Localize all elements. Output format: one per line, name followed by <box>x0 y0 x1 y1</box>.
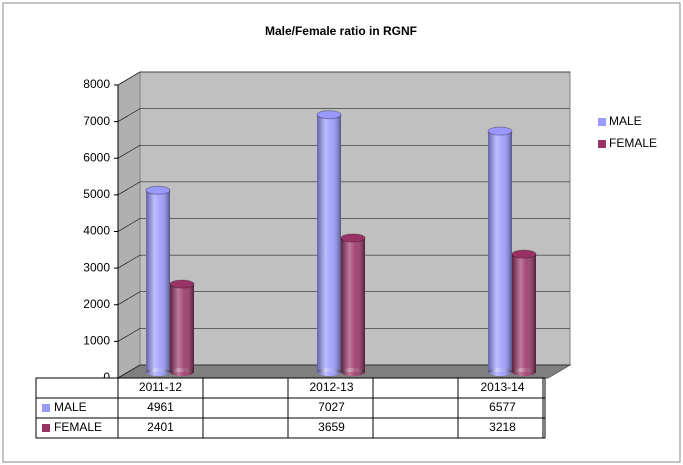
bar-base-shade <box>341 368 365 376</box>
table-value: 6577 <box>489 400 516 414</box>
y-tick-label: 8000 <box>83 77 110 91</box>
bar-base-shade <box>317 368 341 376</box>
table-row-label: MALE <box>54 400 87 414</box>
grid-line <box>117 181 570 196</box>
table-legend-key <box>42 404 50 412</box>
bar-base-shade <box>170 368 194 376</box>
grid-line <box>117 144 570 159</box>
bar-top <box>340 233 366 243</box>
legend-key <box>598 140 606 148</box>
table-legend-key <box>42 424 50 432</box>
table-value: 4961 <box>147 400 174 414</box>
table-row-label: FEMALE <box>54 420 102 434</box>
x-tick-label: 2013-14 <box>480 380 524 394</box>
x-tick-label: 2011-12 <box>139 380 182 394</box>
y-tick-label: 6000 <box>83 150 110 164</box>
data-table <box>35 377 546 439</box>
grid-line <box>117 254 570 269</box>
chart-title: Male/Female ratio in RGNF <box>265 24 417 38</box>
legend-key <box>598 118 606 126</box>
bar-shade <box>512 254 536 372</box>
table-value: 3659 <box>318 420 345 434</box>
table-value: 3218 <box>489 420 516 434</box>
x-tick-label: 2012-13 <box>309 380 353 394</box>
grid-line <box>117 71 570 86</box>
y-tick-label: 0 <box>103 370 110 384</box>
y-tick-label: 7000 <box>83 114 110 128</box>
bar-shade <box>341 237 365 372</box>
bar-top <box>487 126 513 136</box>
y-tick-label: 2000 <box>83 297 110 311</box>
y-tick-label: 3000 <box>83 260 110 274</box>
grid-line <box>117 364 570 379</box>
bar-top <box>145 185 171 195</box>
y-tick-label: 5000 <box>83 187 110 201</box>
bar-shade <box>146 190 170 372</box>
grid-line <box>117 108 570 122</box>
bar-shade <box>488 131 512 372</box>
table-value: 2401 <box>147 420 174 434</box>
bar-shade <box>317 114 341 373</box>
bar-top <box>511 249 537 259</box>
bar-top <box>169 279 195 289</box>
legend-label: MALE <box>609 114 642 128</box>
bar-top <box>316 110 342 120</box>
grid-line <box>117 291 570 306</box>
y-tick-label: 1000 <box>83 334 110 348</box>
bar-base-shade <box>146 368 170 376</box>
legend-label: FEMALE <box>609 136 657 150</box>
grid-line <box>117 218 570 232</box>
table-value: 7027 <box>318 400 345 414</box>
bar-shade <box>170 284 194 372</box>
y-tick-label: 4000 <box>83 224 110 238</box>
bar-base-shade <box>512 368 536 376</box>
grid-line <box>117 328 570 342</box>
bar-base-shade <box>488 368 512 376</box>
